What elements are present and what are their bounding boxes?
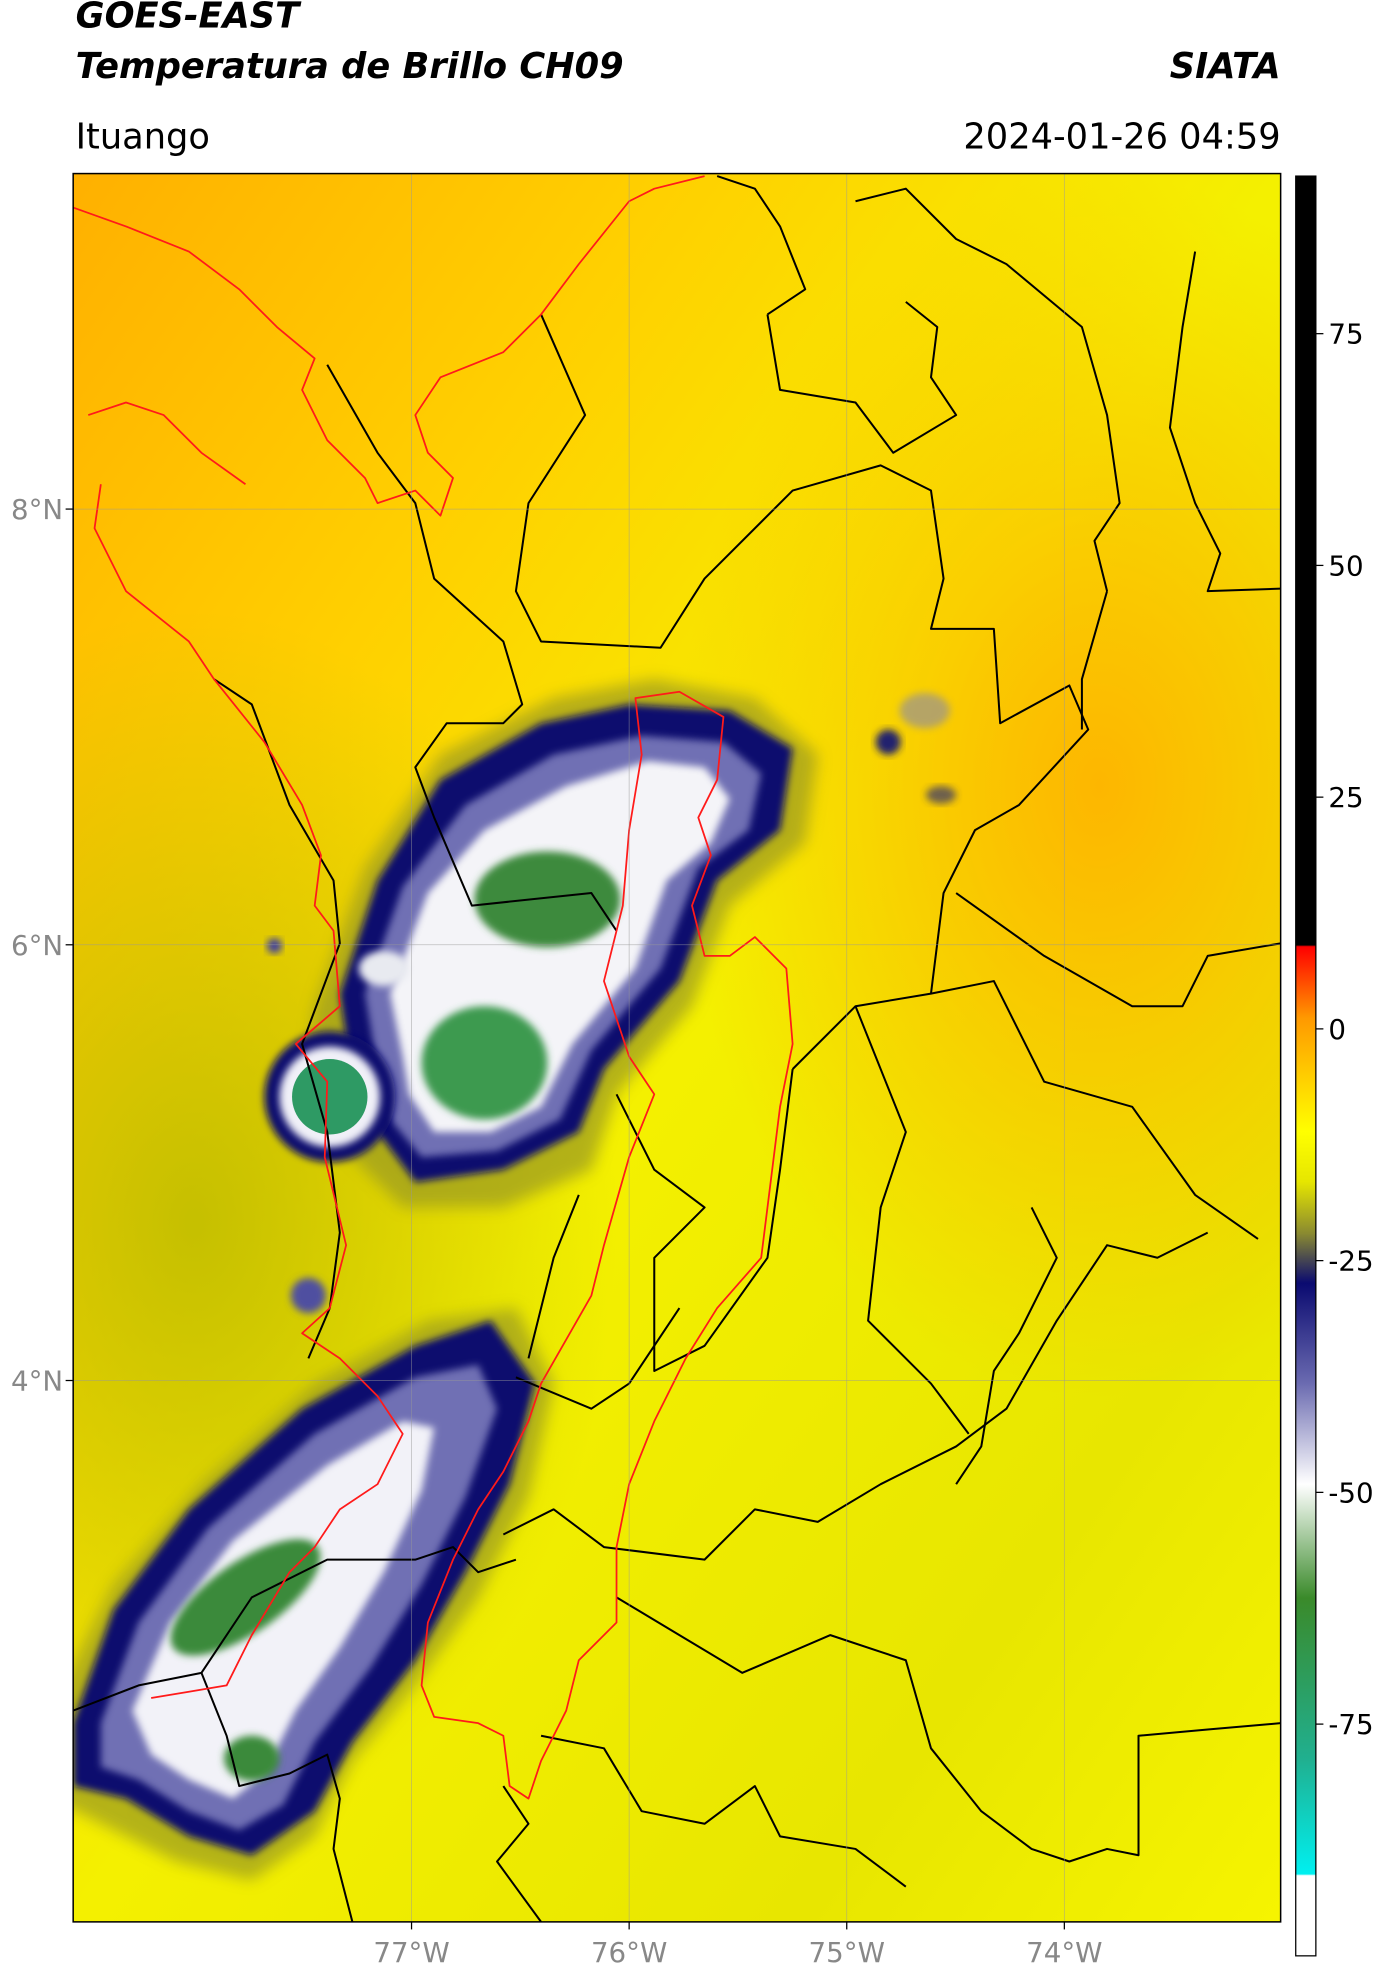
cloud-south xyxy=(73,1308,554,1881)
x-tick-label: 75°W xyxy=(809,1936,885,1969)
product-title: Temperatura de Brillo CH09 xyxy=(76,46,624,87)
colorbar xyxy=(1295,175,1317,1957)
colorbar-tick-label: 0 xyxy=(1328,1013,1346,1046)
map-frame xyxy=(72,172,1282,1923)
datetime-label: 2024-01-26 04:59 xyxy=(963,116,1280,157)
cloud-north xyxy=(264,679,957,1314)
x-tick-label: 76°W xyxy=(591,1936,667,1969)
source-title: SIATA xyxy=(1170,46,1281,87)
ticks: 77°W 76°W 75°W 74°W 8°N 6°N 4°N 75 50 25 0 -25 -50 -7… xyxy=(11,318,1374,1969)
colorbar-tick-label: -25 xyxy=(1328,1245,1373,1278)
map-area xyxy=(73,173,1281,1922)
x-tick-label: 77°W xyxy=(373,1936,449,1969)
colorbar-tick-label: -50 xyxy=(1328,1476,1373,1509)
y-tick-label: 6°N xyxy=(11,929,63,962)
red-borders xyxy=(73,175,794,1800)
borders xyxy=(73,175,1281,1922)
y-tick-label: 8°N xyxy=(11,493,63,526)
colorbar-tick-label: 25 xyxy=(1328,781,1363,814)
satellite-title: GOES-EAST xyxy=(76,0,302,37)
x-tick-label: 74°W xyxy=(1026,1936,1102,1969)
colorbar-tick-label: 50 xyxy=(1328,549,1363,582)
grid xyxy=(73,173,1281,1922)
region-label: Ituango xyxy=(76,116,210,157)
y-tick-label: 4°N xyxy=(11,1365,63,1398)
colorbar-tick-label: 75 xyxy=(1328,318,1363,351)
colorbar-tick-label: -75 xyxy=(1328,1708,1373,1741)
